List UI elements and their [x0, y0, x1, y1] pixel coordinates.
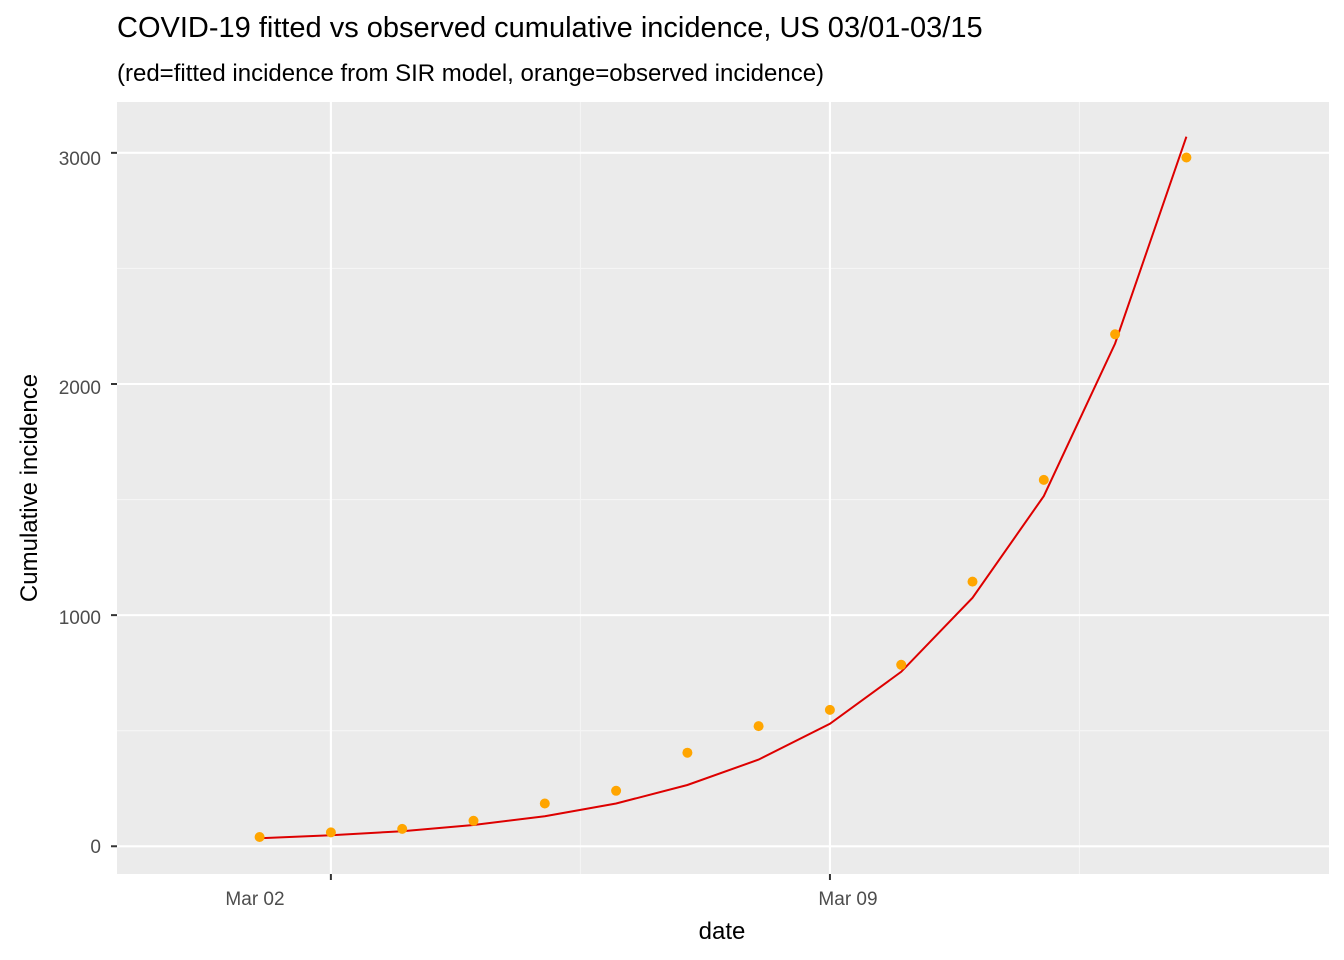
series-layer	[254, 136, 1192, 842]
observed-point	[967, 576, 978, 587]
observed-point	[682, 747, 693, 758]
observed-point	[1038, 474, 1049, 485]
observed-point	[824, 704, 835, 715]
y-axis-title: Cumulative incidence	[16, 374, 43, 602]
y-tick-label-1000: 1000	[59, 608, 101, 629]
axis-ticks	[111, 151, 831, 880]
observed-point	[753, 721, 764, 732]
y-tick-label-2000: 2000	[59, 378, 101, 399]
fitted-line	[259, 136, 1188, 840]
observed-point	[468, 815, 479, 826]
chart-subtitle: (red=fitted incidence from SIR model, or…	[117, 60, 825, 87]
observed-point	[896, 659, 907, 670]
x-tick-label-mar-09: Mar 09	[818, 889, 877, 910]
x-axis-title: date	[699, 918, 746, 945]
plot-panel	[117, 102, 1329, 874]
observed-point	[254, 832, 265, 842]
observed-point	[539, 798, 550, 809]
observed-point	[325, 827, 336, 838]
observed-point	[397, 823, 408, 834]
chart-title: COVID-19 fitted vs observed cumulative i…	[117, 12, 983, 44]
y-tick-label-3000: 3000	[59, 149, 101, 170]
y-tick-label-0: 0	[90, 837, 101, 858]
minor-gridlines	[117, 102, 1329, 874]
x-tick-label-mar-02: Mar 02	[225, 889, 284, 910]
observed-point	[611, 785, 622, 796]
observed-point	[1110, 329, 1121, 340]
observed-point	[1181, 152, 1192, 163]
major-gridlines	[117, 102, 1329, 874]
